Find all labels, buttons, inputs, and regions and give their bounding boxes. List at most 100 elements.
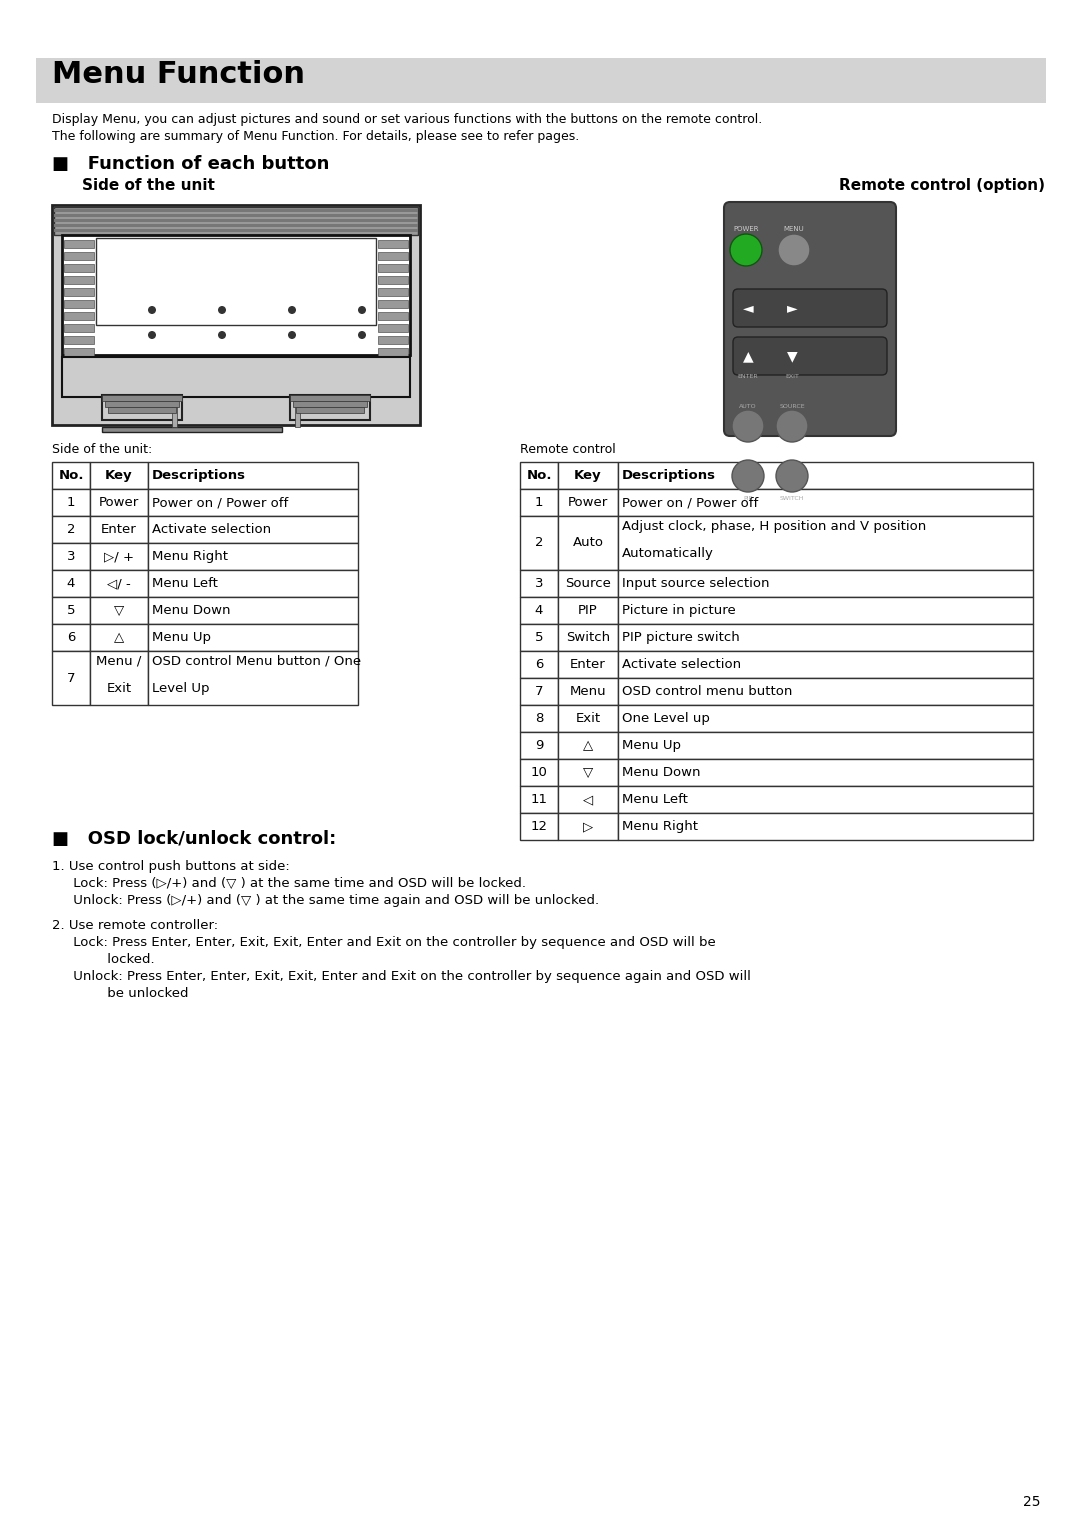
Text: Menu Up: Menu Up [152, 631, 211, 643]
Text: PIP picture switch: PIP picture switch [622, 631, 740, 643]
FancyBboxPatch shape [724, 202, 896, 435]
Bar [295, 397, 300, 426]
Bar [618, 623, 1032, 651]
Bar [618, 651, 1032, 678]
Bar [90, 489, 148, 516]
Text: ENTER: ENTER [738, 374, 758, 379]
Text: ▷/ +: ▷/ + [104, 550, 134, 562]
Text: Lock: Press (▷/+) and (▽ ) at the same time and OSD will be locked.: Lock: Press (▷/+) and (▽ ) at the same t… [52, 877, 526, 889]
Text: Remote control (option): Remote control (option) [839, 177, 1045, 193]
Bar [64, 361, 94, 368]
Bar [519, 813, 558, 840]
Bar [96, 238, 376, 325]
Text: 7: 7 [535, 685, 543, 698]
Text: 2: 2 [67, 523, 76, 536]
Bar [558, 704, 618, 732]
Text: Switch: Switch [566, 631, 610, 643]
Bar [558, 461, 618, 489]
Bar [618, 570, 1032, 597]
Bar [618, 489, 1032, 516]
Bar [618, 785, 1032, 813]
Text: 7: 7 [67, 671, 76, 685]
Bar [558, 785, 618, 813]
Bar [52, 542, 90, 570]
Bar [291, 396, 370, 420]
Bar [519, 597, 558, 623]
Text: Side of the unit: Side of the unit [82, 177, 215, 193]
Text: One Level up: One Level up [622, 712, 710, 724]
Bar [519, 651, 558, 678]
Bar [618, 516, 1032, 570]
Bar [558, 570, 618, 597]
Bar [64, 324, 94, 332]
Bar [558, 651, 618, 678]
Bar [52, 489, 90, 516]
Text: No.: No. [58, 469, 84, 481]
Circle shape [357, 306, 366, 313]
Bar [558, 516, 618, 570]
Bar [148, 489, 357, 516]
Circle shape [778, 234, 810, 266]
Bar [378, 361, 408, 368]
Text: Remote control: Remote control [519, 443, 616, 455]
Text: 1: 1 [535, 497, 543, 509]
Text: ►: ► [786, 301, 797, 315]
Bar [64, 277, 94, 284]
Text: 4: 4 [67, 578, 76, 590]
Bar [558, 678, 618, 704]
Circle shape [148, 332, 156, 339]
FancyBboxPatch shape [733, 338, 887, 374]
Bar [558, 489, 618, 516]
Bar [378, 348, 408, 356]
Text: 5: 5 [535, 631, 543, 643]
Bar [102, 396, 183, 400]
Bar [64, 252, 94, 260]
Bar [618, 461, 1032, 489]
Bar [52, 205, 420, 425]
Text: 1. Use control push buttons at side:: 1. Use control push buttons at side: [52, 860, 289, 872]
Bar [52, 461, 90, 489]
Circle shape [218, 306, 226, 313]
Text: Power on / Power off: Power on / Power off [152, 497, 288, 509]
Bar [378, 299, 408, 309]
Bar [519, 489, 558, 516]
Bar [378, 287, 408, 296]
Bar [330, 225, 418, 228]
Bar [378, 277, 408, 284]
Bar [148, 516, 357, 542]
Text: Enter: Enter [102, 523, 137, 536]
Bar [90, 542, 148, 570]
Text: ▼: ▼ [786, 348, 797, 364]
Bar [141, 214, 330, 217]
Bar [148, 597, 357, 623]
Bar [378, 336, 408, 344]
Text: EXIT: EXIT [785, 374, 799, 379]
Bar [519, 732, 558, 759]
Text: Activate selection: Activate selection [622, 659, 741, 671]
Text: Menu Function: Menu Function [52, 60, 305, 89]
Bar [54, 209, 141, 212]
Text: 25: 25 [1023, 1494, 1040, 1510]
Bar [54, 214, 141, 217]
Bar [293, 400, 367, 406]
Text: ▽: ▽ [113, 604, 124, 617]
Text: Picture in picture: Picture in picture [622, 604, 735, 617]
Bar [378, 312, 408, 319]
Text: Unlock: Press (▷/+) and (▽ ) at the same time again and OSD will be unlocked.: Unlock: Press (▷/+) and (▽ ) at the same… [52, 894, 599, 908]
Bar [519, 678, 558, 704]
Text: Descriptions: Descriptions [622, 469, 716, 481]
Text: POWER: POWER [733, 226, 759, 232]
Text: MENU: MENU [784, 226, 805, 232]
Text: OSD control menu button: OSD control menu button [622, 685, 793, 698]
Bar [54, 206, 418, 235]
Bar [330, 219, 418, 222]
Text: Unlock: Press Enter, Enter, Exit, Exit, Enter and Exit on the controller by sequ: Unlock: Press Enter, Enter, Exit, Exit, … [52, 970, 751, 983]
Bar [54, 219, 141, 222]
Text: 5: 5 [67, 604, 76, 617]
Bar [291, 396, 370, 400]
Bar [52, 597, 90, 623]
Text: Menu /: Menu / [96, 656, 141, 668]
Text: Display Menu, you can adjust pictures and sound or set various functions with th: Display Menu, you can adjust pictures an… [52, 113, 762, 125]
Bar [62, 358, 410, 397]
Bar [519, 759, 558, 785]
